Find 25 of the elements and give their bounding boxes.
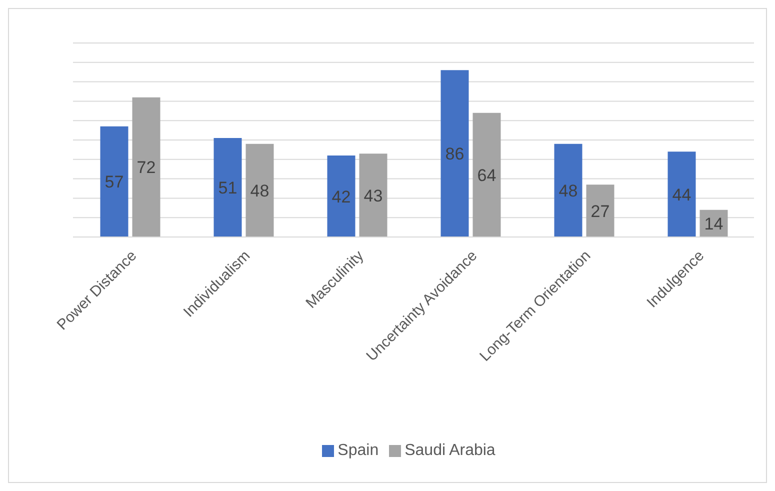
data-label: 86: [445, 144, 464, 164]
legend-label: Spain: [338, 442, 379, 459]
bar: [214, 138, 242, 237]
data-label: 72: [136, 158, 156, 178]
data-label: 42: [332, 187, 351, 206]
bar: [668, 152, 696, 237]
data-label: 57: [104, 172, 124, 192]
data-label: 48: [558, 181, 578, 200]
bar: [472, 112, 501, 237]
data-label: 14: [704, 214, 724, 234]
bar: [359, 154, 388, 237]
bar: [586, 184, 614, 237]
data-label: 48: [250, 181, 270, 200]
bar: [132, 97, 160, 237]
data-label: 44: [672, 185, 692, 204]
bar: [554, 144, 582, 237]
data-label: 51: [218, 178, 238, 198]
bar: [100, 126, 128, 237]
bar: [246, 144, 274, 237]
bar: [327, 156, 356, 237]
data-label: 64: [477, 166, 496, 185]
bar: [440, 70, 469, 237]
data-label: 27: [590, 202, 610, 221]
legend-label: Saudi Arabia: [404, 442, 496, 459]
data-label: 43: [364, 186, 383, 206]
